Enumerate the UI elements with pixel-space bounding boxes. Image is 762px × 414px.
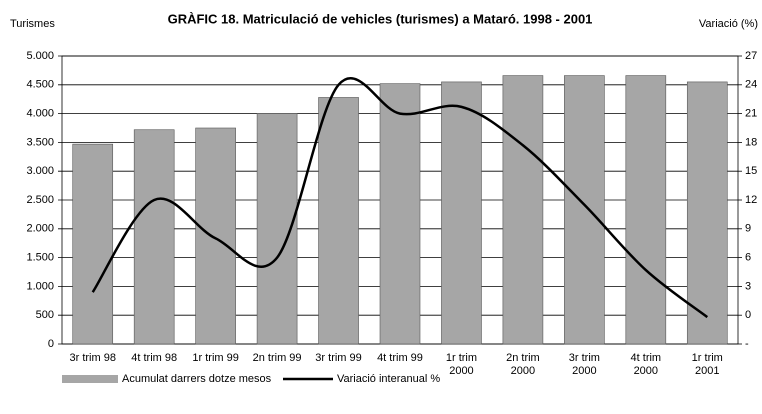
- y2-tick-label: 9: [745, 223, 751, 235]
- x-tick-label: 3r trim 2000: [569, 352, 600, 377]
- chart-title: GRÀFIC 18. Matriculació de vehicles (tur…: [168, 11, 593, 26]
- y2-tick-label: 18: [745, 136, 757, 148]
- x-tick-label: 1r trim 2000: [446, 352, 477, 377]
- legend-label: Acumulat darrers dotze mesos: [122, 373, 272, 385]
- y2-tick-label: 27: [745, 50, 757, 62]
- x-tick-label: 2n trim 99: [253, 352, 302, 364]
- x-tick-label: 1r trim 99: [192, 352, 238, 364]
- y2-tick-label: 12: [745, 194, 757, 206]
- y2-tick-label: 3: [745, 280, 751, 292]
- x-tick-label: 3r trim 99: [315, 352, 361, 364]
- bar: [195, 127, 236, 345]
- x-tick-label: 4t trim 98: [131, 352, 177, 364]
- bar: [133, 129, 175, 345]
- y2-tick-label: 6: [745, 252, 751, 264]
- y-tick-label: 1.000: [26, 280, 54, 292]
- y-tick-label: 4.000: [26, 108, 54, 120]
- legend-swatch: [62, 375, 118, 383]
- y2-tick-label: -: [745, 338, 749, 350]
- x-tick-label: 2n trim 2000: [506, 352, 540, 377]
- y-tick-label: 500: [36, 309, 54, 321]
- bar: [72, 143, 114, 345]
- bar: [379, 83, 421, 345]
- y2-tick-label: 21: [745, 108, 757, 120]
- y2-tick-label: 15: [745, 165, 757, 177]
- line: [91, 77, 709, 319]
- bar: [564, 75, 605, 345]
- bar: [502, 75, 544, 345]
- x-tick-label: 4t trim 99: [377, 352, 423, 364]
- legend-label: Variació interanual %: [337, 373, 440, 385]
- bar: [441, 81, 482, 345]
- bar: [318, 97, 359, 345]
- bar: [686, 81, 728, 345]
- y2-tick-label: 24: [745, 79, 757, 91]
- y-tick-label: 4.500: [26, 79, 54, 91]
- y-tick-label: 1.500: [26, 252, 54, 264]
- x-tick-label: 3r trim 98: [69, 352, 115, 364]
- y-axis-label: Turismes: [10, 18, 55, 30]
- y-tick-label: 0: [48, 338, 54, 350]
- y-tick-label: 2.500: [26, 194, 54, 206]
- y-tick-label: 2.000: [26, 223, 54, 235]
- y-tick-label: 3.000: [26, 165, 54, 177]
- y-tick-label: 3.500: [26, 136, 54, 148]
- bar: [625, 75, 667, 345]
- y-tick-label: 5.000: [26, 50, 54, 62]
- x-tick-label: 4t trim 2000: [631, 352, 662, 377]
- y2-tick-label: 0: [745, 309, 751, 321]
- x-tick-label: 1r trim 2001: [692, 352, 723, 377]
- y2-axis-label: Variació (%): [699, 18, 758, 30]
